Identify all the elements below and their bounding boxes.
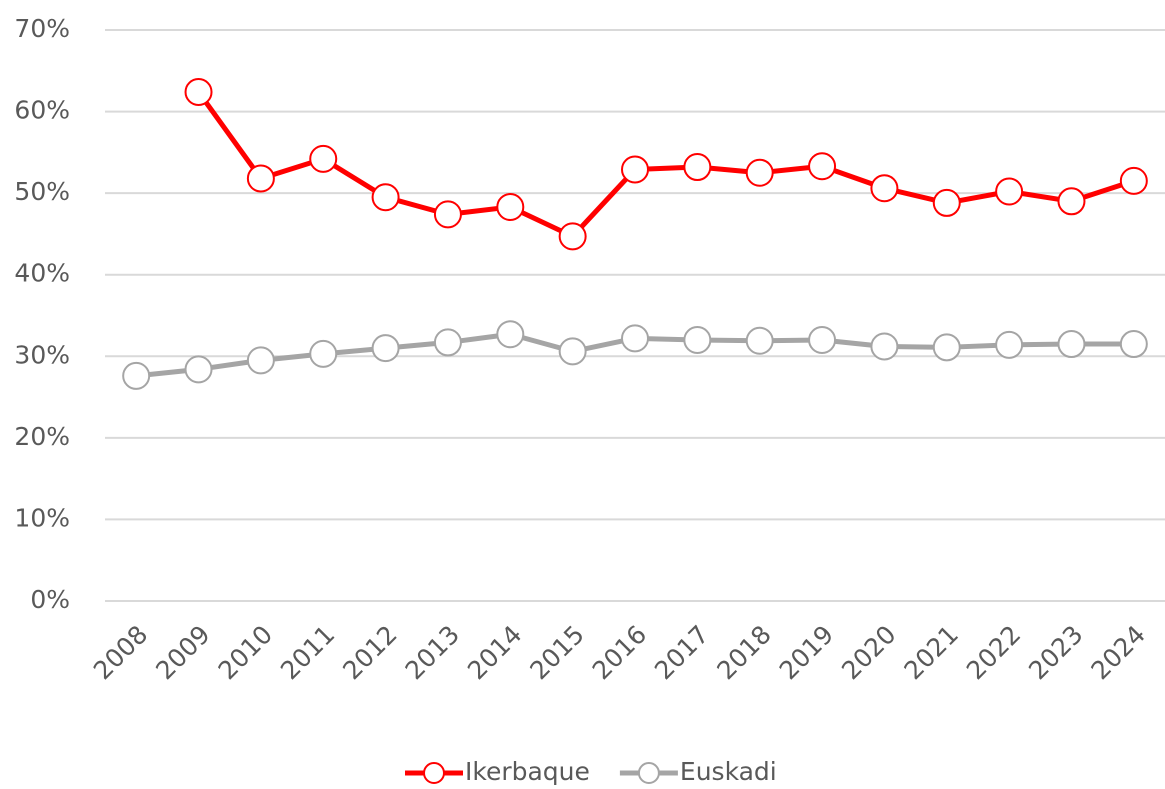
- y-tick-label: 10%: [14, 503, 70, 532]
- legend-marker: [637, 762, 660, 784]
- data-point: [184, 355, 213, 384]
- data-point: [309, 339, 338, 368]
- data-point: [371, 334, 400, 363]
- data-point: [621, 324, 649, 353]
- legend-marker: [423, 762, 445, 784]
- data-point: [496, 193, 525, 222]
- y-tick-label: 50%: [14, 177, 70, 206]
- data-point: [1057, 330, 1086, 359]
- x-tick-label: 2014: [462, 620, 527, 685]
- y-tick-label: 60%: [14, 96, 70, 125]
- data-point: [1119, 166, 1148, 195]
- x-tick-label: 2020: [836, 620, 901, 685]
- legend-label: Ikerbaque: [465, 757, 590, 786]
- x-tick-label: 2011: [275, 620, 340, 685]
- data-point: [1119, 330, 1148, 359]
- data-point: [995, 330, 1024, 359]
- x-tick-label: 2018: [711, 620, 776, 685]
- x-tick-label: 2013: [400, 620, 465, 685]
- data-point: [433, 200, 462, 229]
- data-point: [683, 325, 712, 354]
- data-point: [371, 183, 400, 212]
- data-point: [184, 77, 213, 106]
- data-point: [1057, 187, 1086, 216]
- y-tick-label: 20%: [14, 422, 70, 451]
- data-point: [932, 333, 961, 362]
- y-tick-label: 70%: [14, 14, 70, 43]
- data-point: [870, 174, 899, 203]
- x-tick-label: 2016: [587, 620, 652, 685]
- data-point: [558, 337, 587, 366]
- legend-label: Euskadi: [680, 757, 777, 786]
- data-point: [870, 332, 899, 361]
- data-point: [433, 328, 462, 357]
- data-point: [496, 320, 525, 349]
- x-tick-label: 2024: [1086, 620, 1151, 685]
- x-tick-label: 2017: [649, 620, 714, 685]
- y-tick-label: 30%: [14, 340, 70, 369]
- x-tick-label: 2008: [88, 620, 153, 685]
- x-tick-label: 2009: [150, 620, 215, 685]
- data-point: [621, 155, 649, 184]
- x-tick-label: 2021: [898, 620, 963, 685]
- data-point: [246, 346, 275, 375]
- data-point: [995, 177, 1024, 206]
- x-tick-label: 2012: [337, 620, 402, 685]
- series-line: [196, 90, 1135, 239]
- y-tick-label: 40%: [14, 259, 70, 288]
- data-point: [122, 361, 151, 390]
- data-point: [558, 222, 587, 251]
- data-point: [808, 325, 837, 354]
- data-point: [745, 326, 774, 355]
- data-point: [745, 158, 774, 187]
- data-point: [683, 153, 712, 182]
- x-tick-label: 2015: [524, 620, 589, 685]
- x-tick-label: 2022: [961, 620, 1026, 685]
- data-point: [932, 188, 961, 217]
- data-point: [309, 144, 338, 173]
- x-tick-label: 2023: [1023, 620, 1088, 685]
- data-point: [808, 152, 837, 181]
- x-tick-label: 2010: [213, 620, 278, 685]
- x-tick-label: 2019: [774, 620, 839, 685]
- y-tick-label: 0%: [30, 585, 70, 614]
- data-point: [246, 164, 275, 193]
